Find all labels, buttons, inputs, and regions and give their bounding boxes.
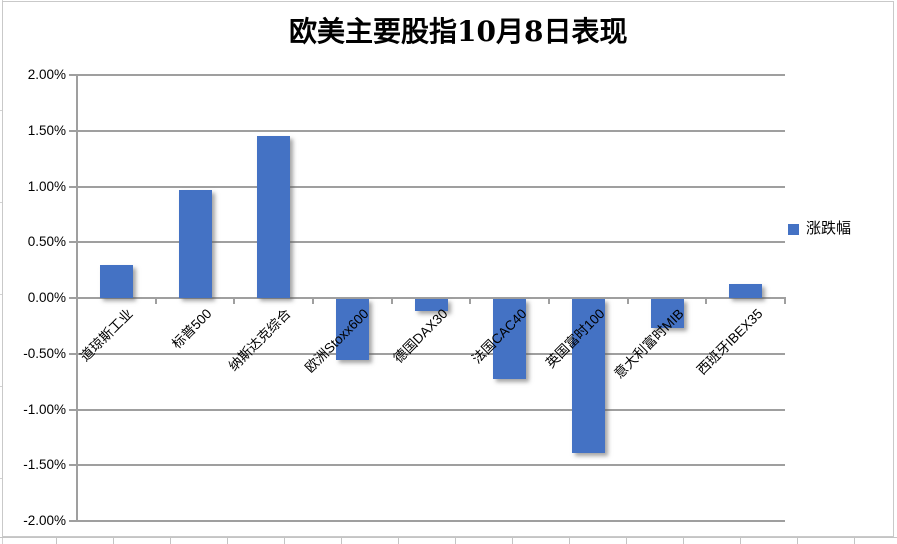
x-axis-label: 标普500: [168, 306, 215, 352]
bar-西班牙IBEX35: [729, 283, 762, 298]
x-axis-tick: [784, 297, 786, 304]
bar-德国DAX30: [415, 299, 448, 311]
worksheet-column-tick: [341, 538, 342, 544]
x-axis-tick: [548, 297, 550, 304]
worksheet-column-tick: [56, 538, 57, 544]
gridline: [77, 464, 785, 466]
y-axis-label: -1.50%: [23, 457, 66, 473]
chart-title: 欧美主要股指10月8日表现: [289, 15, 628, 48]
gridline: [77, 74, 785, 76]
bar-欧洲Stoxx600: [336, 299, 369, 360]
worksheet-column-tick: [398, 538, 399, 544]
legend-marker-icon: [788, 223, 799, 235]
x-axis-label: 西班牙IBEX35: [693, 306, 766, 378]
x-axis-tick: [705, 297, 707, 304]
x-axis-tick: [469, 297, 471, 304]
worksheet-row-tick: [0, 478, 3, 479]
worksheet-row-tick: [0, 110, 3, 111]
y-axis-tick: [69, 241, 77, 243]
bar-标普500: [179, 189, 212, 298]
y-axis-tick: [69, 74, 77, 76]
x-axis-tick: [233, 297, 235, 304]
y-axis-tick: [69, 353, 77, 355]
legend: 涨跌幅: [788, 219, 851, 239]
x-axis-tick: [76, 297, 78, 304]
worksheet-column-tick: [512, 538, 513, 544]
legend-label: 涨跌幅: [806, 220, 852, 237]
worksheet-column-tick: [455, 538, 456, 544]
gridline: [77, 186, 785, 188]
worksheet-column-tick: [626, 538, 627, 544]
worksheet-column-tick: [113, 538, 114, 544]
x-axis-tick: [312, 297, 314, 304]
gridline: [77, 297, 785, 299]
x-axis-label: 道琼斯工业: [77, 306, 136, 365]
y-axis-label: 1.00%: [27, 178, 66, 194]
y-axis-label: 1.50%: [27, 122, 66, 138]
worksheet-column-tick: [227, 538, 228, 544]
worksheet-column-tick: [284, 538, 285, 544]
gridline: [77, 409, 785, 411]
x-axis-label: 纳斯达克综合: [225, 306, 294, 374]
worksheet-column-tick: [854, 538, 855, 544]
y-axis-label: 2.00%: [27, 67, 66, 82]
y-axis-label: 0.00%: [27, 290, 66, 305]
worksheet-row-tick: [0, 294, 3, 295]
plot-area: 道琼斯工业 标普500 纳斯达克综合 欧洲Stoxx600 德国DAX30 法国CAC40…: [69, 74, 786, 522]
y-axis-label: -1.00%: [23, 401, 66, 417]
bar-意大利富时MIB: [651, 299, 684, 328]
y-axis-tick: [69, 520, 77, 522]
bar-纳斯达克综合: [257, 136, 290, 299]
y-axis-tick: [69, 130, 77, 132]
worksheet-column-tick: [740, 538, 741, 544]
y-axis-tick: [69, 409, 77, 411]
worksheet-column-tick: [569, 538, 570, 544]
worksheet-column-tick: [170, 538, 171, 544]
worksheet-column-tick: [683, 538, 684, 544]
y-axis-tick: [69, 297, 77, 299]
gridline: [77, 353, 785, 355]
bar-英国富时100: [572, 299, 605, 453]
y-axis-label: -2.00%: [23, 513, 66, 528]
worksheet-row-line: [0, 537, 897, 538]
chart-frame: [2, 1, 894, 537]
bar-道琼斯工业: [100, 264, 133, 298]
y-axis-label: 0.50%: [27, 234, 66, 250]
worksheet-row-tick: [0, 202, 3, 203]
x-axis-label: 德国DAX30: [390, 306, 451, 366]
y-axis-tick: [69, 464, 77, 466]
x-axis-label: 意大利富时MIB: [611, 306, 687, 382]
gridline: [77, 520, 785, 522]
y-axis-label: -0.50%: [23, 345, 66, 361]
x-axis-tick: [627, 297, 629, 304]
gridline: [77, 241, 785, 243]
x-axis-tick: [391, 297, 393, 304]
y-axis-tick: [69, 186, 77, 188]
gridline: [77, 130, 785, 132]
worksheet-row-tick: [0, 386, 3, 387]
bar-法国CAC40: [493, 299, 526, 379]
x-axis-tick: [155, 297, 157, 304]
worksheet-column-tick: [797, 538, 798, 544]
